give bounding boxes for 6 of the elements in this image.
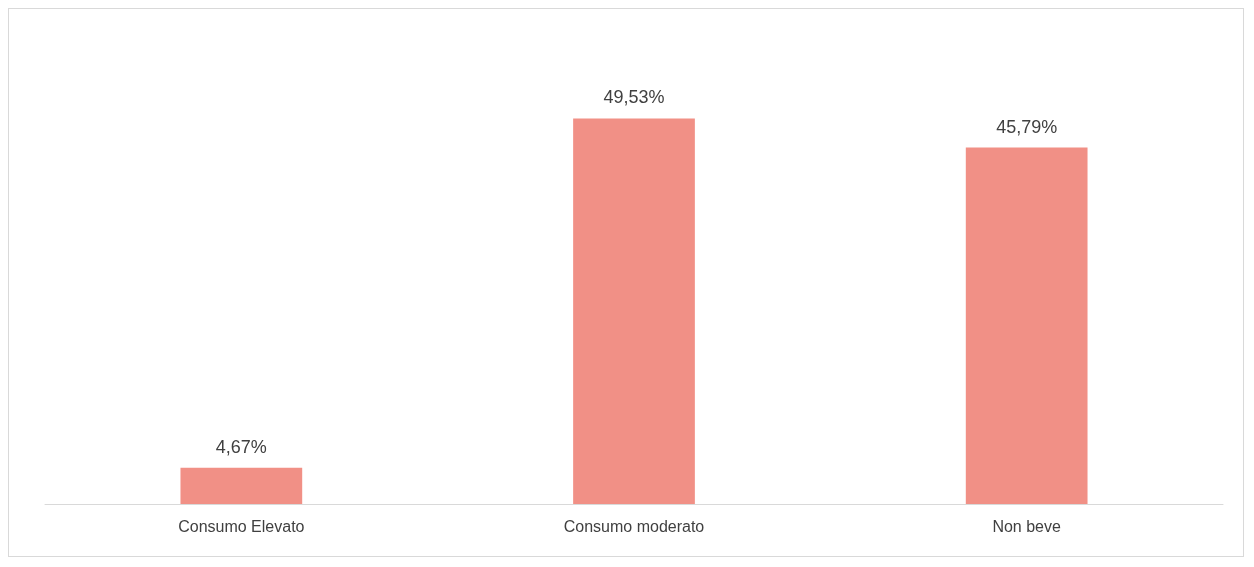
x-tick-label: Non beve — [992, 517, 1062, 535]
data-label: 4,67% — [215, 436, 267, 457]
x-tick-label: Consumo Elevato — [178, 517, 305, 535]
x-tick-label: Consumo moderato — [563, 517, 705, 535]
data-label: 45,79% — [996, 116, 1058, 137]
data-label: 49,53% — [603, 87, 665, 108]
